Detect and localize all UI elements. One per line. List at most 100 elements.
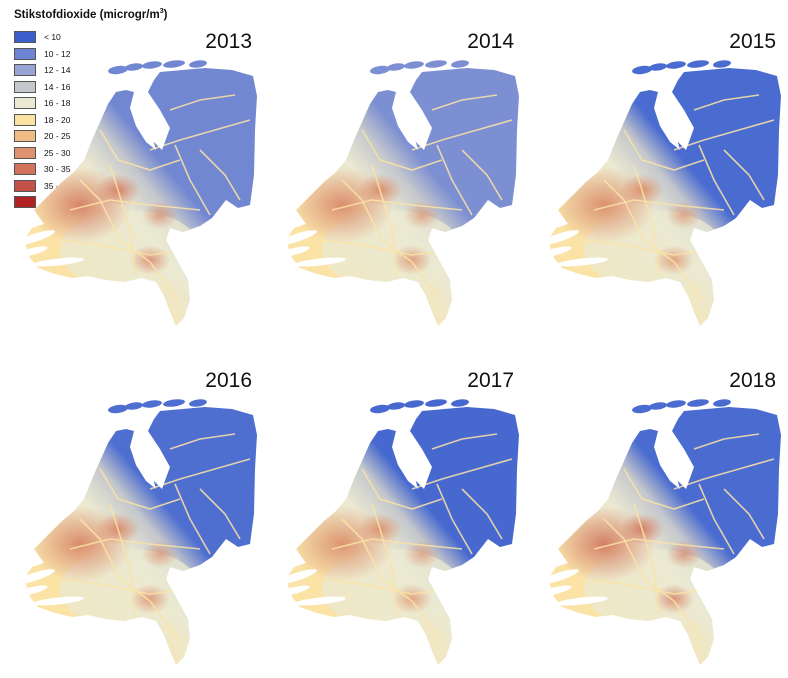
- road-line: [633, 503, 660, 615]
- delta-water: [537, 569, 579, 585]
- road-line: [361, 468, 443, 510]
- legend-swatch: [14, 47, 36, 60]
- delta-water: [274, 585, 310, 597]
- road-line: [431, 94, 498, 111]
- wadden-island: [451, 399, 469, 407]
- wadden-island: [108, 65, 128, 75]
- legend-swatch: [14, 31, 36, 44]
- road-line: [723, 149, 765, 201]
- wadden-island: [163, 399, 185, 407]
- road-line: [371, 503, 398, 615]
- road-line: [331, 538, 463, 550]
- wadden-island: [649, 402, 667, 410]
- wadden-island: [632, 65, 652, 75]
- legend-item: 10 - 12: [14, 45, 214, 62]
- legend-label: 25 - 30: [44, 147, 71, 158]
- road-line: [341, 518, 441, 640]
- map-svg: [536, 60, 781, 326]
- map-panel-2016: 2016: [0, 339, 262, 678]
- wadden-island: [387, 402, 405, 410]
- delta-water: [556, 596, 608, 606]
- road-line: [623, 468, 705, 510]
- road-line: [321, 578, 453, 595]
- road-line: [623, 129, 705, 171]
- legend-item: 20 - 25: [14, 128, 214, 145]
- road-line: [593, 199, 725, 211]
- legend-swatch: [14, 64, 36, 77]
- legend-label: 10 - 12: [44, 48, 71, 59]
- map-svg: [12, 60, 257, 326]
- legend-swatch: [14, 196, 36, 209]
- wadden-island: [387, 63, 405, 71]
- delta-water: [32, 257, 84, 267]
- wadden-island: [189, 399, 207, 407]
- road-line: [69, 538, 201, 550]
- wadden-island: [189, 60, 207, 68]
- road-line: [411, 119, 513, 151]
- legend-label: 18 - 20: [44, 114, 71, 125]
- road-line: [169, 94, 236, 111]
- legend-item: < 10: [14, 29, 214, 46]
- ijsselmeer-water: [130, 92, 170, 150]
- road-line: [79, 179, 179, 301]
- wadden-island: [125, 63, 143, 71]
- legend-swatch: [14, 130, 36, 143]
- road-line: [583, 239, 715, 256]
- map-panel-2013: 2013: [0, 0, 262, 339]
- map-svg: [274, 60, 519, 326]
- road-line: [436, 483, 473, 555]
- road-line: [321, 239, 453, 256]
- map-svg: [274, 399, 519, 665]
- legend-item: 35 - 39: [14, 177, 214, 194]
- road-line: [371, 164, 398, 276]
- road-line: [461, 488, 503, 540]
- legend-swatch: [14, 113, 36, 126]
- legend-label: 14 - 16: [44, 81, 71, 92]
- delta-water: [12, 585, 48, 597]
- map-year-label: 2014: [467, 30, 514, 53]
- road-line: [149, 458, 251, 490]
- delta-water: [274, 246, 310, 258]
- delta-water: [294, 596, 346, 606]
- road-line: [174, 144, 211, 216]
- road-line: [698, 144, 735, 216]
- delta-water: [536, 585, 572, 597]
- delta-water: [536, 246, 572, 258]
- legend-title: Stikstofdioxide (microgr/m3): [14, 8, 168, 21]
- legend-item: 12 - 14: [14, 62, 214, 79]
- road-line: [79, 518, 179, 640]
- delta-water: [32, 596, 84, 606]
- map-year-label: 2016: [205, 369, 252, 392]
- wadden-island: [649, 63, 667, 71]
- road-line: [361, 129, 443, 171]
- wadden-island: [163, 60, 185, 68]
- road-line: [693, 94, 760, 111]
- road-line: [673, 119, 775, 151]
- map-year-label: 2017: [467, 369, 514, 392]
- legend-label: < 10: [44, 32, 61, 43]
- road-line: [411, 458, 513, 490]
- wadden-island: [125, 402, 143, 410]
- legend-label: 16 - 18: [44, 98, 71, 109]
- delta-water: [556, 257, 608, 267]
- wadden-island: [404, 400, 424, 408]
- road-line: [199, 488, 241, 540]
- wadden-island: [687, 60, 709, 68]
- map-year-label: 2018: [729, 369, 776, 392]
- road-line: [693, 433, 760, 450]
- legend-item: 18 - 20: [14, 111, 214, 128]
- map-svg: [536, 399, 781, 665]
- legend-label: 30 - 35: [44, 164, 71, 175]
- legend-swatch: [14, 163, 36, 176]
- road-line: [698, 483, 735, 555]
- legend-swatch: [14, 179, 36, 192]
- wadden-island: [404, 61, 424, 69]
- legend-item: 14 - 16: [14, 78, 214, 95]
- road-line: [99, 129, 181, 171]
- legend-item: 30 - 35: [14, 161, 214, 178]
- map-svg: [12, 399, 257, 665]
- road-line: [174, 483, 211, 555]
- delta-water: [13, 230, 55, 246]
- delta-water: [294, 257, 346, 267]
- wadden-island: [142, 61, 162, 69]
